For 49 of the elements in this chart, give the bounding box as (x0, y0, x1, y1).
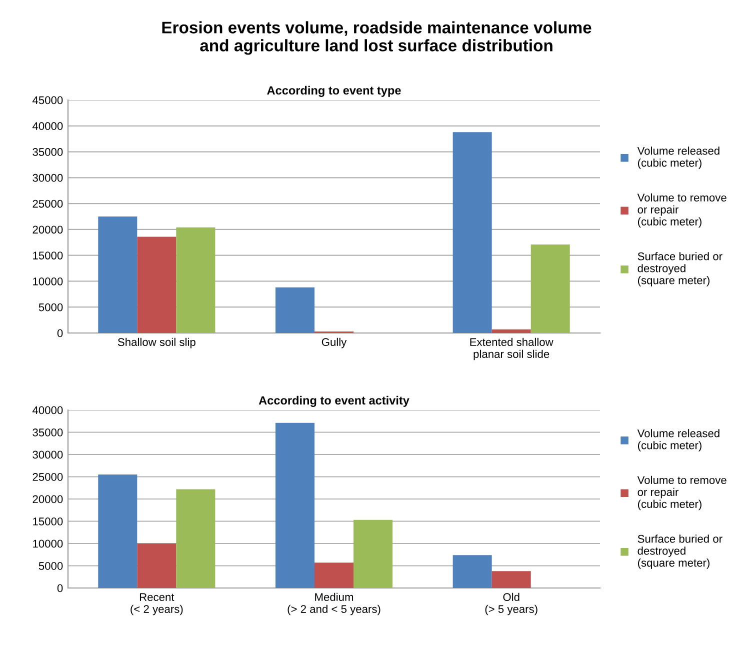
bar (137, 544, 176, 588)
legend-label: Volume to remove or repair (cubic meter) (637, 193, 726, 228)
y-tick-label: 30000 (32, 174, 63, 182)
y-tick-label: 45000 (32, 96, 63, 104)
y-tick-label: 10000 (33, 277, 63, 286)
y-tick-label: 20000 (32, 226, 63, 234)
x-tick-label: Extented shallow planar soil slide (470, 338, 554, 360)
y-tick-label: 10000 (33, 540, 63, 548)
bar (98, 474, 138, 588)
bar (137, 236, 176, 333)
y-tick-label: 20000 (32, 495, 63, 504)
y-tick-label: 5000 (38, 303, 63, 312)
y-tick-label: 0 (57, 584, 63, 592)
y-tick-label: 15000 (33, 252, 63, 260)
bar (492, 329, 531, 333)
y-tick-label: 25000 (32, 473, 63, 481)
y-tick-label: 25000 (32, 200, 63, 208)
bar (98, 216, 138, 333)
bar (492, 571, 531, 588)
chart-title: Erosion events volume, roadside maintenance volume and agriculture land lost surface distribution (162, 21, 592, 55)
bar (314, 562, 354, 588)
legend-label: Volume released (cubic meter) (637, 429, 720, 452)
y-tick-label: 35000 (32, 148, 63, 156)
y-tick-label: 5000 (38, 562, 63, 570)
bar (275, 287, 314, 333)
y-tick-label: 15000 (33, 518, 63, 526)
y-tick-label: 0 (57, 329, 63, 338)
x-tick-label: Medium (> 2 and < 5 years) (288, 592, 380, 616)
x-tick-label: Gully (322, 338, 347, 348)
bar (452, 555, 492, 588)
bar (176, 227, 216, 333)
y-tick-label: 40000 (32, 406, 63, 414)
legend-label: Volume to remove or repair (cubic meter) (637, 476, 726, 510)
x-tick-label: Recent (< 2 years) (130, 593, 183, 616)
legend-label: Surface buried or destroyed (square meter) (638, 534, 722, 569)
chart-title: According to event activity (258, 396, 410, 407)
y-tick-label: 30000 (32, 450, 63, 459)
legend-label: Volume released (cubic meter) (637, 146, 720, 169)
bar (452, 132, 492, 333)
x-tick-label: Shallow soil slip (118, 338, 196, 348)
bar (354, 520, 393, 588)
bar (176, 489, 216, 588)
bar (275, 422, 314, 588)
y-tick-label: 40000 (32, 122, 63, 130)
bar (530, 244, 570, 333)
legend-label: Surface buried or destroyed (square meter) (638, 252, 722, 286)
x-tick-label: Old (> 5 years) (485, 592, 538, 616)
chart-subtitle: According to event type (267, 86, 401, 97)
y-tick-label: 35000 (32, 428, 63, 436)
